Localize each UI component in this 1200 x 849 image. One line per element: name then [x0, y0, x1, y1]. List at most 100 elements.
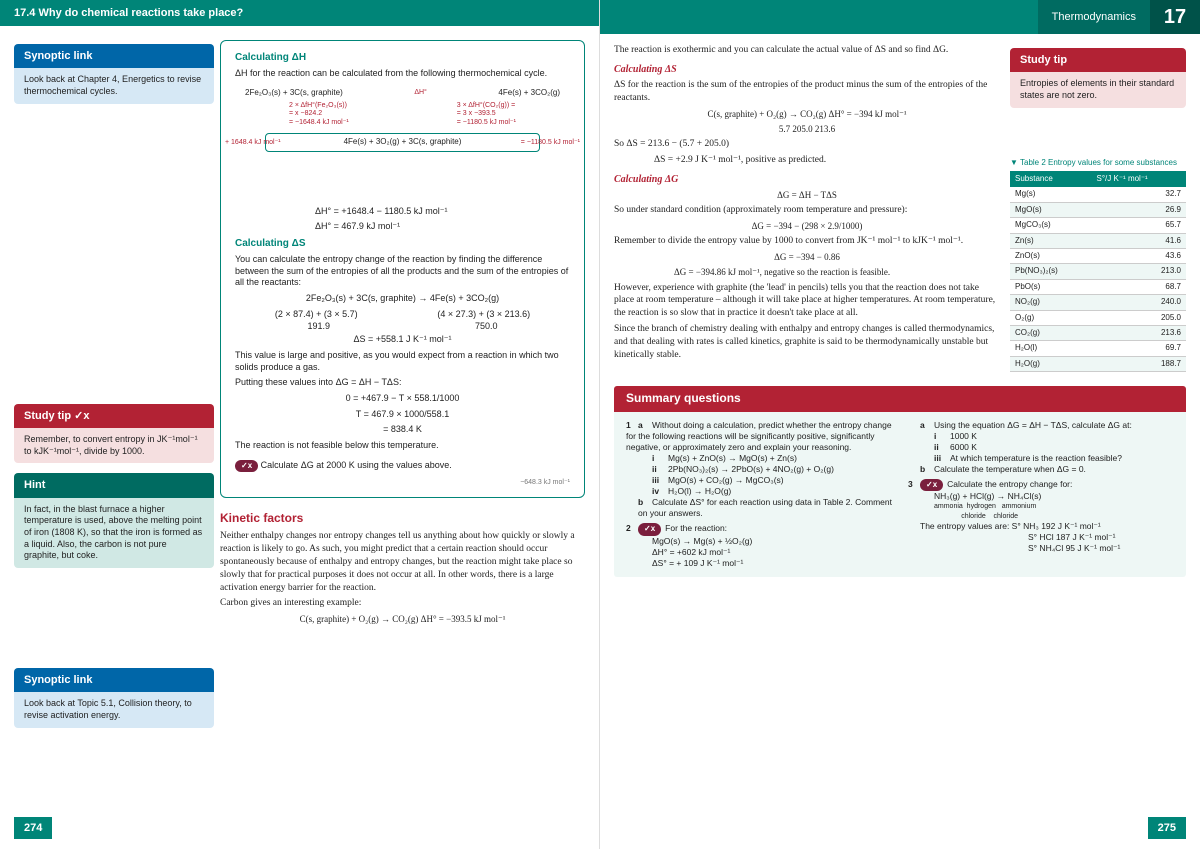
q3-eq: NH₃(g) + HCl(g) → NH₄Cl(s): [908, 491, 1174, 502]
table-row: O₂(g)205.0: [1010, 310, 1186, 325]
cycle-products: 4Fe(s) + 3CO₂(g): [498, 88, 560, 98]
ds-eq-r1: C(s, graphite) + O₂(g) → CO₂(g) ΔH° = −3…: [614, 108, 1000, 120]
q1a-i: Mg(s) + ZnO(s) → MgO(s) + Zn(s): [668, 453, 797, 463]
vr-answer: −648.3 kJ mol⁻¹: [235, 478, 570, 487]
dg-eq-r3: ΔG = −394 − 0.86: [614, 251, 1000, 263]
dg-intro: Putting these values into ΔG = ΔH − TΔS:: [235, 377, 570, 389]
table-cell: 65.7: [1092, 218, 1186, 233]
studytip-r-body: Entropies of elements in their standard …: [1010, 72, 1186, 107]
hint-header: Hint: [14, 473, 214, 497]
table-row: Zn(s)41.6: [1010, 233, 1186, 248]
right-page: Thermodynamics 17 The reaction is exothe…: [600, 0, 1200, 849]
ds-eq-r2: 5.7 205.0 213.6: [614, 123, 1000, 135]
summary-header: Summary questions: [614, 386, 1186, 412]
ds-eq-r3: So ΔS = 213.6 − (5.7 + 205.0): [614, 138, 1000, 151]
cycle-left-calc: 2 × ΔfH°(Fe₂O₃(s)) = x −824.2 = −1648.4 …: [289, 102, 349, 127]
study-tip-left: Study tip ✓x Remember, to convert entrop…: [14, 404, 214, 464]
qra-iii: At which temperature is the reaction fea…: [950, 453, 1122, 463]
q3-vals: The entropy values are: S° NH₃ 192 J K⁻¹…: [908, 521, 1174, 532]
textbook-spread: 17.4 Why do chemical reactions take plac…: [0, 0, 1200, 849]
dg-eq1: 0 = +467.9 − T × 558.1/1000: [235, 393, 570, 405]
table-cell: Mg(s): [1010, 187, 1092, 202]
left-main-content: Calculating ΔH ΔH for the reaction can b…: [220, 40, 585, 628]
page-number-right: 275: [1148, 817, 1186, 839]
q3-val2: S° HCl 187 J K⁻¹ mol⁻¹: [908, 532, 1174, 543]
calc-ds-intro: You can calculate the entropy change of …: [235, 254, 570, 289]
table-caption: ▼ Table 2 Entropy values for some substa…: [1010, 158, 1186, 168]
dg-eq-r1: ΔG = ΔH − TΔS: [614, 189, 1000, 201]
cycle-left-val: + 1648.4 kJ mol⁻¹: [225, 138, 281, 147]
table-cell: 240.0: [1092, 295, 1186, 310]
ds-equation: 2Fe₂O₃(s) + 3C(s, graphite) → 4Fe(s) + 3…: [235, 293, 570, 305]
left-page: 17.4 Why do chemical reactions take plac…: [0, 0, 600, 849]
dg-eq3: = 838.4 K: [235, 424, 570, 436]
q1b: Calculate ΔS° for each reaction using da…: [638, 497, 892, 518]
calc-dg-heading-r: Calculating ΔG: [614, 173, 1000, 187]
studytip-body: Remember, to convert entropy in JK⁻¹mol⁻…: [14, 428, 214, 463]
table-cell: MgO(s): [1010, 202, 1092, 217]
cycle-elements: 4Fe(s) + 3O₂(g) + 3C(s, graphite): [265, 133, 540, 151]
summary-body: 1aWithout doing a calculation, predict w…: [614, 412, 1186, 577]
studytip-r-header: Study tip: [1010, 48, 1186, 72]
dg-p3-r: However, experience with graphite (the '…: [614, 282, 1000, 320]
page-number-left: 274: [14, 817, 52, 839]
right-text-column: The reaction is exothermic and you can c…: [600, 40, 1010, 376]
study-tip-right: Study tip Entropies of elements in their…: [1010, 48, 1186, 108]
dg-eq-r4: ΔG = −394.86 kJ mol⁻¹, negative so the r…: [614, 266, 1000, 278]
table-cell: NO₂(g): [1010, 295, 1092, 310]
intro-text: The reaction is exothermic and you can c…: [614, 44, 1000, 57]
right-sidebar: Study tip Entropies of elements in their…: [1010, 40, 1200, 376]
synoptic-link-1: Synoptic link Look back at Chapter 4, En…: [14, 44, 214, 104]
table-cell: 69.7: [1092, 341, 1186, 356]
dg-p4-r: Since the branch of chemistry dealing wi…: [614, 323, 1000, 361]
table-row: CO₂(g)213.6: [1010, 325, 1186, 340]
synoptic-link-2: Synoptic link Look back at Topic 5.1, Co…: [14, 668, 214, 728]
ds-reactant-calc: (2 × 87.4) + (3 × 5.7): [275, 309, 358, 321]
right-main-area: The reaction is exothermic and you can c…: [600, 34, 1200, 376]
kinetic-p2: Carbon gives an interesting example:: [220, 597, 585, 610]
table-cell: PbO(s): [1010, 279, 1092, 294]
table-row: H₂O(g)188.7: [1010, 356, 1186, 371]
right-header: Thermodynamics 17: [600, 0, 1200, 34]
table-cell: 26.9: [1092, 202, 1186, 217]
q2-dh: ΔH° = +602 kJ mol⁻¹: [626, 547, 892, 558]
table-cell: 68.7: [1092, 279, 1186, 294]
vr-prompt: Calculate ΔG at 2000 K using the values …: [261, 460, 452, 470]
calc-ds-heading-r: Calculating ΔS: [614, 63, 1000, 77]
table-cell: 213.0: [1092, 264, 1186, 279]
table-header-cell: Substance: [1010, 171, 1092, 187]
synoptic2-header: Synoptic link: [14, 668, 214, 692]
table-cell: Pb(NO₃)₂(s): [1010, 264, 1092, 279]
dg-conclusion: The reaction is not feasible below this …: [235, 440, 570, 452]
calc-dh-intro: ΔH for the reaction can be calculated fr…: [235, 68, 570, 80]
ds-product-sum: 750.0: [475, 321, 498, 333]
table-row: ZnO(s)43.6: [1010, 249, 1186, 264]
qrb: Calculate the temperature when ΔG = 0.: [934, 464, 1086, 474]
ds-result: ΔS = +558.1 J K⁻¹ mol⁻¹: [235, 334, 570, 346]
table-row: MgCO₃(s)65.7: [1010, 218, 1186, 233]
q1a-iii: MgO(s) + CO₂(g) → MgCO₃(s): [668, 475, 784, 485]
table-cell: 213.6: [1092, 325, 1186, 340]
ds-reactant-sum: 191.9: [307, 321, 330, 333]
table-cell: MgCO₃(s): [1010, 218, 1092, 233]
entropy-table: SubstanceS°/J K⁻¹ mol⁻¹ Mg(s)32.7MgO(s)2…: [1010, 171, 1186, 372]
qra-ii: 6000 K: [950, 442, 977, 452]
table-cell: 43.6: [1092, 249, 1186, 264]
calc-ds-heading: Calculating ΔS: [235, 237, 570, 250]
q3-val3: S° NH₄Cl 95 J K⁻¹ mol⁻¹: [908, 543, 1174, 554]
summary-col-right: aUsing the equation ΔG = ΔH − TΔS, calcu…: [908, 420, 1174, 569]
table-cell: ZnO(s): [1010, 249, 1092, 264]
cycle-right-val: = −1180.5 kJ mol⁻¹: [521, 138, 580, 147]
table-cell: H₂O(g): [1010, 356, 1092, 371]
table-row: MgO(s)26.9: [1010, 202, 1186, 217]
qra: Using the equation ΔG = ΔH − TΔS, calcul…: [934, 420, 1132, 430]
dg-p2-r: Remember to divide the entropy value by …: [614, 235, 1000, 248]
vr-exercise: ✓x Calculate ΔG at 2000 K using the valu…: [235, 456, 570, 476]
table-row: H₂O(l)69.7: [1010, 341, 1186, 356]
q2-ds: ΔS° = + 109 J K⁻¹ mol⁻¹: [626, 558, 892, 569]
table-row: NO₂(g)240.0: [1010, 295, 1186, 310]
table-row: Mg(s)32.7: [1010, 187, 1186, 202]
cycle-reactants: 2Fe₂O₃(s) + 3C(s, graphite): [245, 88, 343, 98]
ds-product-calc: (4 × 27.3) + (3 × 213.6): [437, 309, 530, 321]
kinetic-factors-section: Kinetic factors Neither enthalpy changes…: [220, 498, 585, 625]
